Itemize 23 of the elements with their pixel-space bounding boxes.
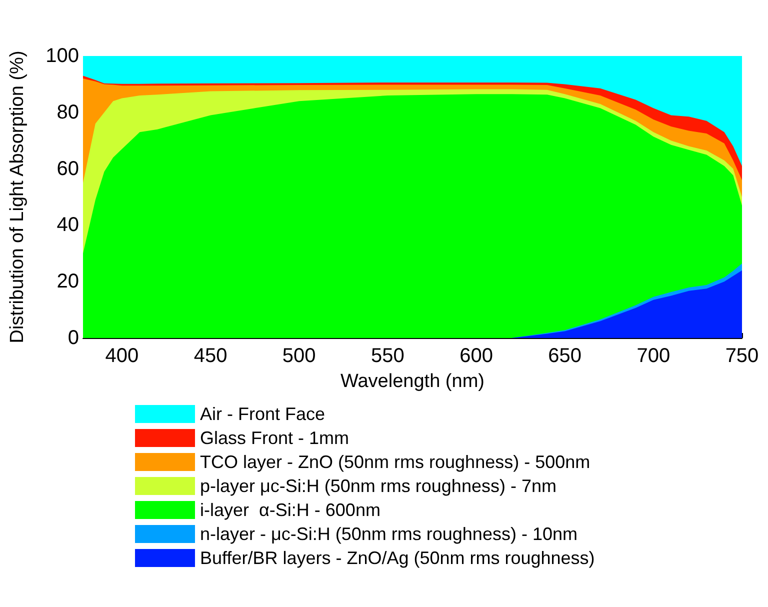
x-tick-label: 650 bbox=[548, 345, 582, 367]
legend-label: i-layer α-Si:H - 600nm bbox=[200, 500, 380, 520]
y-axis-title: Distribution of Light Absorption (%) bbox=[7, 50, 28, 344]
x-tick-label: 750 bbox=[725, 345, 759, 367]
x-tick-label: 500 bbox=[282, 345, 316, 367]
x-tick-label: 550 bbox=[371, 345, 404, 367]
x-tick-label: 700 bbox=[636, 345, 670, 367]
y-tick-label: 60 bbox=[56, 158, 79, 180]
y-tick-label: 40 bbox=[56, 214, 79, 236]
y-tick-label: 20 bbox=[56, 270, 79, 293]
y-tick-label: 0 bbox=[68, 327, 79, 349]
x-tick-label: 600 bbox=[460, 345, 493, 367]
legend-label: n-layer - μc-Si:H (50nm rms roughness) - 10nm bbox=[200, 524, 578, 544]
x-axis-title: Wavelength (nm) bbox=[340, 371, 484, 392]
x-tick-label: 400 bbox=[105, 345, 139, 367]
y-tick-label: 80 bbox=[56, 101, 79, 124]
legend-label: Buffer/BR layers - ZnO/Ag (50nm rms roughness) bbox=[200, 548, 595, 568]
legend-label: TCO layer - ZnO (50nm rms roughness) - 500nm bbox=[200, 452, 590, 472]
x-tick-label: 450 bbox=[194, 345, 228, 367]
legend-label: Glass Front - 1mm bbox=[200, 428, 350, 448]
y-tick-label: 100 bbox=[46, 45, 79, 67]
legend-label: p-layer μc-Si:H (50nm rms roughness) - 7nm bbox=[200, 476, 556, 496]
legend-label: Air - Front Face bbox=[200, 404, 326, 424]
